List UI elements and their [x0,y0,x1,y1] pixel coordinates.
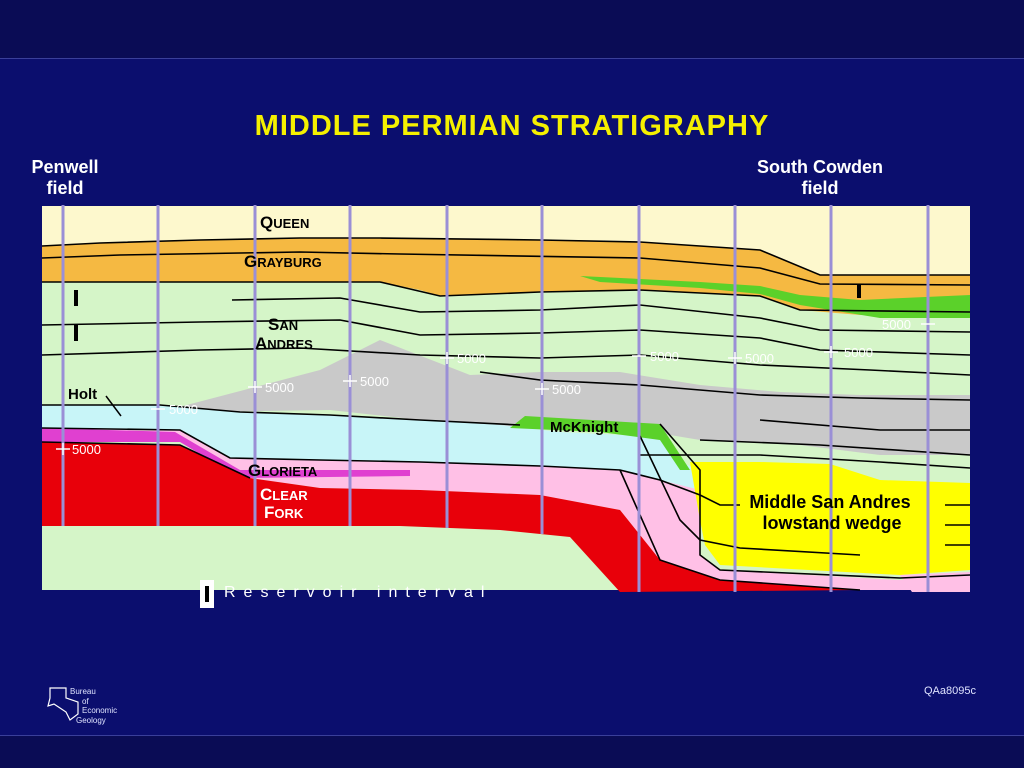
unit-initial: G [244,252,257,271]
clear-label: CLEAR [260,485,308,504]
unit-initial: C [260,485,272,504]
reservoir-legend-bar [205,586,209,602]
unit-rest: UEEN [273,216,309,231]
reservoir-marker [857,284,861,298]
correlation-line [42,281,971,313]
unit-rest: LORIETA [261,464,318,479]
unit-rest: NDRES [267,337,313,352]
clear-fork-layer [42,442,860,592]
depth-label-3: 5000 [265,380,294,395]
correlation-line [41,251,971,286]
unit-rest: AN [279,318,298,333]
logo-line: Bureau [70,687,96,696]
reservoir-marker [74,325,78,341]
depth-label-5: 5000 [457,351,486,366]
andres-label: ANDRES [255,334,313,353]
unit-initial: G [248,461,261,480]
page-title: MIDDLE PERMIAN STRATIGRAPHY [254,110,770,142]
holt-leader [105,395,122,417]
correlation-line [639,435,861,556]
correlation-line [640,454,971,469]
glorieta-highlight [42,428,410,478]
correlation-lines [41,237,971,591]
mcknight-label: McKnight [550,419,618,436]
unit-rest: LEAR [272,488,308,503]
reservoir-legend-label: Reservoir interval [224,584,493,601]
queen-layer [42,206,970,275]
mcknight-layer [510,416,690,470]
logo-line: Economic [82,706,118,715]
correlation-line [231,297,971,333]
light-blue-band [42,405,700,490]
well-lines [61,205,930,592]
reservoir-markers [74,284,861,341]
depth-label-7: 5000 [650,349,679,364]
wedge-label-line1: Middle San Andres [749,492,910,512]
correlation-line [759,419,970,431]
correlation-line [479,371,971,401]
penwell-field-label: Penwell field [20,157,110,199]
south-cowden-field-label: South Cowden field [730,157,910,199]
gray-band [160,340,970,455]
wedge-label-line2: lowstand wedge [762,513,901,533]
logo-line: Geology [76,715,106,725]
unit-initial: S [268,315,279,334]
correlation-line [699,439,971,456]
glorieta-layer [42,428,970,590]
queen-label: QUEEN [260,213,309,232]
field-label-line: field [801,178,839,198]
fork-label: FORK [264,503,304,522]
reservoir-marker [74,290,78,306]
unit-rest: RAYBURG [257,255,322,270]
upper-green-stripe [580,276,970,318]
correlation-line [41,427,740,506]
grayburg-layer [42,238,970,315]
glorieta-label: GLORIETA [248,461,318,480]
depth-label-1: 5000 [72,442,101,457]
depth-label-4: 5000 [360,374,389,389]
depth-ticks [56,323,935,455]
unit-initial: A [255,334,267,353]
field-label-line: South Cowden [757,157,883,177]
texas-outline-icon [47,687,79,721]
field-label-line: Penwell [31,157,99,177]
field-label-line: field [46,178,84,198]
unit-initial: F [264,503,274,522]
correlation-line [42,404,521,426]
depth-label-10: 5000 [882,317,911,332]
figure-code: QAa8095c [924,685,976,697]
grayburg-label: GRAYBURG [244,252,322,271]
san-label: SAN [268,315,298,334]
correlation-line [659,423,971,579]
holt-label: Holt [68,386,97,403]
bureau-logo-text: Bureau of Economic Geology [70,687,117,725]
correlation-line [41,319,971,356]
depth-label-8: 5000 [745,351,774,366]
depth-tick-labels: 5000 5000 5000 5000 5000 5000 5000 5000 … [72,317,911,457]
correlation-line [41,441,251,479]
depth-label-6: 5000 [552,382,581,397]
unit-rest: ORK [274,506,304,521]
logo-line: of [82,696,89,706]
unit-initial: Q [260,213,273,232]
correlation-line [41,237,970,276]
correlation-line [41,347,971,376]
depth-label-2: 5000 [169,402,198,417]
depth-label-9: 5000 [844,345,873,360]
